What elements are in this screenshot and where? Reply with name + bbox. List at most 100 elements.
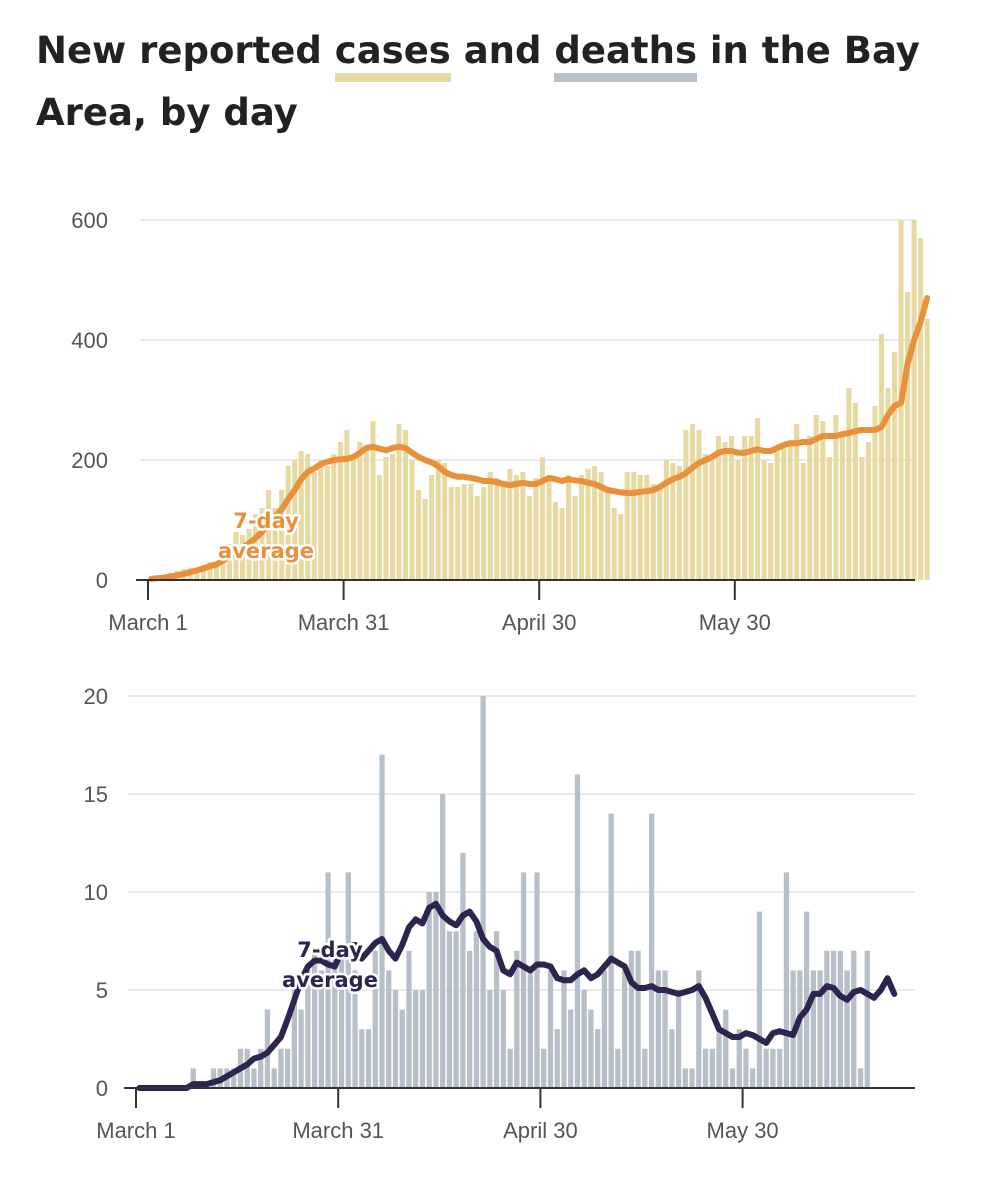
- bar: [547, 970, 554, 1088]
- bar: [872, 406, 878, 580]
- x-tick-label: March 31: [298, 610, 390, 635]
- bar: [389, 454, 396, 580]
- bar: [565, 475, 572, 580]
- bar: [207, 562, 213, 580]
- bar: [231, 1068, 237, 1088]
- bar: [399, 1009, 405, 1088]
- bar: [588, 1009, 594, 1088]
- bar: [442, 463, 448, 580]
- bar: [742, 436, 748, 580]
- bar: [190, 1068, 196, 1088]
- title-deaths-highlight: deaths: [554, 29, 697, 82]
- bar: [409, 460, 415, 580]
- deaths-chart: 0 5 10 15 20 March 1 March 31 April 30 May 30 7-d…: [84, 684, 915, 1143]
- bar: [833, 415, 839, 580]
- bar: [513, 475, 519, 580]
- bar: [844, 970, 850, 1088]
- x-tick-label: May 30: [699, 610, 771, 635]
- bar: [402, 430, 409, 580]
- bar: [258, 1048, 264, 1088]
- bar: [615, 1048, 621, 1088]
- bar: [763, 1048, 769, 1088]
- bar: [761, 460, 767, 580]
- bar: [608, 813, 614, 1088]
- bar: [878, 334, 885, 580]
- bar: [622, 970, 628, 1088]
- bar: [561, 970, 567, 1088]
- bar: [292, 460, 298, 580]
- bar: [376, 475, 383, 580]
- bar: [200, 565, 206, 580]
- bar: [723, 1009, 729, 1088]
- bar: [559, 508, 565, 580]
- bar: [298, 451, 304, 580]
- x-tick-label: March 1: [96, 1118, 175, 1143]
- seven-day-average-label: 7-day: [233, 509, 299, 533]
- bar: [601, 970, 608, 1088]
- bar: [272, 508, 278, 580]
- bar: [657, 490, 663, 580]
- y-tick-label: 20: [84, 684, 108, 709]
- bar: [285, 466, 291, 580]
- bar: [305, 454, 311, 580]
- bar: [396, 424, 402, 580]
- bar: [239, 535, 246, 580]
- bar: [520, 472, 526, 580]
- bar: [637, 475, 643, 580]
- bar: [357, 442, 363, 580]
- bar: [291, 990, 298, 1088]
- bar: [670, 463, 676, 580]
- bar: [810, 970, 816, 1088]
- bar: [331, 454, 337, 580]
- bar: [631, 472, 637, 580]
- y-tick-label: 0: [96, 1076, 108, 1101]
- bar: [628, 950, 635, 1088]
- bar: [244, 1048, 250, 1088]
- bar: [662, 970, 668, 1088]
- bar: [729, 1068, 736, 1088]
- bar: [675, 990, 682, 1088]
- bar: [266, 490, 272, 580]
- bar: [839, 436, 845, 580]
- bar: [572, 496, 578, 580]
- bar: [851, 950, 857, 1088]
- title-cases-highlight: cases: [334, 29, 451, 82]
- bar: [787, 445, 793, 580]
- bar: [804, 911, 810, 1088]
- bar: [325, 872, 331, 1088]
- bar: [605, 490, 611, 580]
- bar: [324, 466, 330, 580]
- bar: [406, 950, 412, 1088]
- bar: [468, 484, 474, 580]
- bar: [743, 1048, 749, 1088]
- bar: [905, 292, 911, 580]
- bar: [194, 568, 200, 580]
- bar: [716, 1029, 722, 1088]
- bar: [350, 460, 356, 580]
- x-tick-label: March 1: [108, 610, 187, 635]
- bar: [337, 442, 343, 580]
- seven-day-average-label: average: [218, 539, 314, 563]
- bar: [709, 460, 715, 580]
- bar: [318, 970, 324, 1088]
- bar: [419, 990, 426, 1088]
- bar: [460, 852, 466, 1088]
- bar: [826, 457, 832, 580]
- bar: [226, 544, 233, 580]
- bar: [474, 496, 480, 580]
- bar: [702, 1048, 709, 1088]
- bar: [446, 931, 453, 1088]
- bar: [422, 499, 428, 580]
- bar: [426, 892, 432, 1088]
- seven-day-average-label: average: [282, 968, 378, 992]
- bar: [279, 490, 285, 580]
- bar: [722, 442, 728, 580]
- bar: [392, 990, 399, 1088]
- bar: [817, 970, 823, 1088]
- bar: [820, 421, 826, 580]
- bar: [487, 472, 493, 580]
- bar: [271, 1068, 277, 1088]
- bar: [797, 970, 803, 1088]
- bar: [416, 490, 422, 580]
- bar: [213, 562, 220, 580]
